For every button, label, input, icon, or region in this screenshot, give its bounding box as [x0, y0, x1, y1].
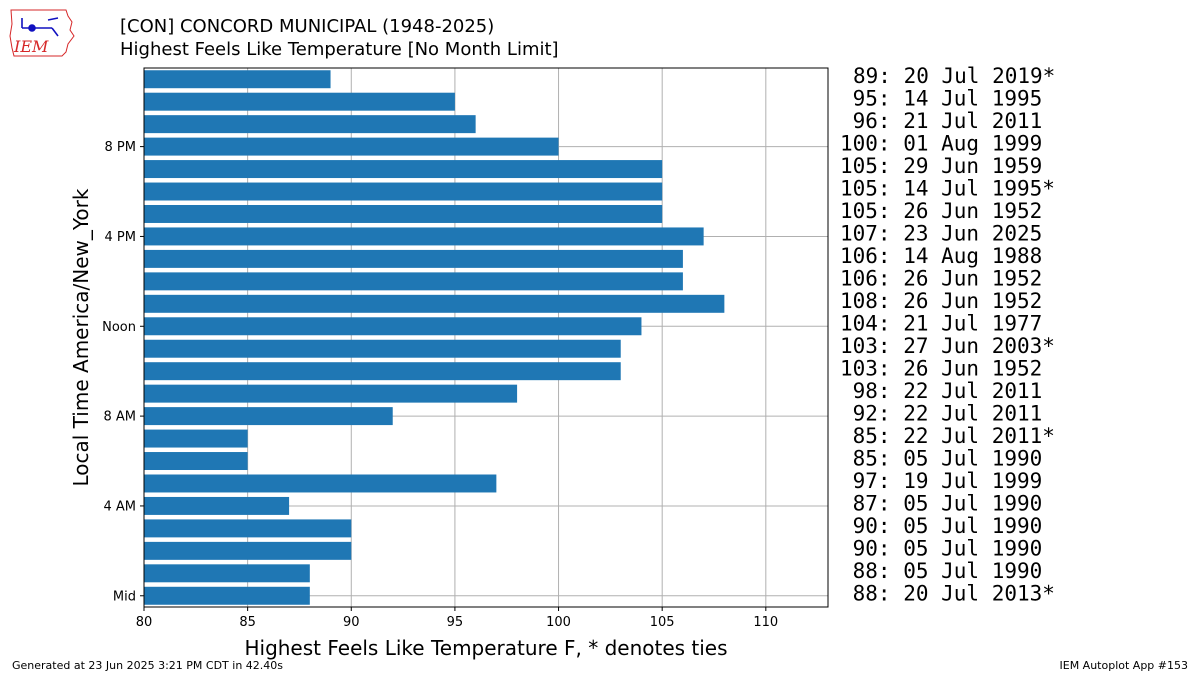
- x-tick-label: 95: [447, 615, 464, 630]
- record-annotation: 85: 22 Jul 2011*: [840, 424, 1055, 448]
- record-annotation: 103: 27 Jun 2003*: [840, 334, 1055, 358]
- bar: [144, 92, 455, 111]
- y-tick-label: Noon: [102, 320, 136, 335]
- y-tick-label: 8 AM: [103, 410, 136, 425]
- bar: [144, 541, 352, 560]
- axis-ticks: 80 85 90 95 100 105 110 Mid 4 AM 8 AM Noon 4 PM 8 PM: [102, 140, 778, 630]
- bar: [144, 452, 248, 471]
- bar: [144, 137, 559, 156]
- x-tick-label: 80: [136, 615, 153, 630]
- app-credit: IEM Autoplot App #153: [1059, 659, 1189, 672]
- bar: [144, 272, 683, 291]
- record-annotations: 89: 20 Jul 2019* 95: 14 Jul 1995 96: 21 …: [840, 64, 1055, 606]
- bar: [144, 70, 331, 89]
- bar: [144, 586, 310, 605]
- y-tick-label: 4 AM: [103, 499, 136, 514]
- x-tick-label: 110: [753, 615, 778, 630]
- record-annotation: 106: 14 Aug 1988: [840, 244, 1042, 268]
- bars: [144, 70, 725, 605]
- y-tick-label: Mid: [113, 589, 136, 604]
- bar: [144, 227, 704, 246]
- bar: [144, 474, 497, 493]
- bar: [144, 317, 642, 336]
- y-tick-label: 4 PM: [105, 230, 136, 245]
- bar: [144, 115, 476, 134]
- iem-logo: IEM: [9, 9, 75, 57]
- x-axis-label: Highest Feels Like Temperature F, * deno…: [244, 636, 727, 660]
- record-annotation: 103: 26 Jun 1952: [840, 357, 1042, 381]
- record-annotation: 100: 01 Aug 1999: [840, 132, 1042, 156]
- weather-station-icon: [21, 17, 59, 37]
- record-annotation: 85: 05 Jul 1990: [840, 447, 1042, 471]
- bar: [144, 294, 725, 313]
- record-annotation: 98: 22 Jul 2011: [840, 379, 1042, 403]
- bar: [144, 496, 290, 515]
- record-annotation: 104: 21 Jul 1977: [840, 312, 1042, 336]
- record-annotation: 106: 26 Jun 1952: [840, 267, 1042, 291]
- x-tick-label: 90: [343, 615, 360, 630]
- record-annotation: 96: 21 Jul 2011: [840, 109, 1042, 133]
- x-tick-label: 100: [546, 615, 571, 630]
- bar: [144, 160, 663, 179]
- record-annotation: 105: 29 Jun 1959: [840, 154, 1042, 178]
- chart-title: [CON] CONCORD MUNICIPAL (1948-2025): [120, 16, 495, 37]
- record-annotation: 108: 26 Jun 1952: [840, 289, 1042, 313]
- bar: [144, 429, 248, 448]
- y-axis-label: Local Time America/New_York: [69, 188, 93, 486]
- iowa-state-outline-icon: [9, 9, 75, 57]
- bar: [144, 204, 663, 223]
- record-annotation: 87: 05 Jul 1990: [840, 492, 1042, 516]
- record-annotation: 97: 19 Jul 1999: [840, 469, 1042, 493]
- bar: [144, 407, 393, 426]
- bar: [144, 249, 683, 268]
- bar: [144, 362, 621, 381]
- y-tick-label: 8 PM: [105, 140, 136, 155]
- record-annotation: 90: 05 Jul 1990: [840, 514, 1042, 538]
- bar: [144, 384, 518, 403]
- record-annotation: 88: 20 Jul 2013*: [840, 582, 1055, 606]
- logo-text: IEM: [13, 37, 49, 56]
- record-annotation: 105: 14 Jul 1995*: [840, 177, 1055, 201]
- bar: [144, 182, 663, 201]
- bar: [144, 519, 352, 538]
- x-tick-label: 85: [239, 615, 256, 630]
- record-annotation: 89: 20 Jul 2019*: [853, 64, 1055, 88]
- record-annotation: 92: 22 Jul 2011: [840, 402, 1042, 426]
- record-annotation: 90: 05 Jul 1990: [840, 537, 1042, 561]
- bar: [144, 564, 310, 583]
- generated-timestamp: Generated at 23 Jun 2025 3:21 PM CDT in …: [12, 659, 284, 672]
- bar: [144, 339, 621, 358]
- x-tick-label: 105: [650, 615, 675, 630]
- record-annotation: 95: 14 Jul 1995: [840, 87, 1042, 111]
- record-annotation: 88: 05 Jul 1990: [840, 559, 1042, 583]
- record-annotation: 105: 26 Jun 1952: [840, 199, 1042, 223]
- plot-area-frame: [143, 67, 829, 608]
- record-annotation: 107: 23 Jun 2025: [840, 222, 1042, 246]
- chart-subtitle: Highest Feels Like Temperature [No Month…: [120, 39, 559, 60]
